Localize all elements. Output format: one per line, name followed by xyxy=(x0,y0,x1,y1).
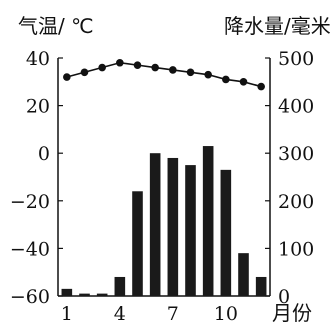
temperature-point xyxy=(63,73,71,81)
precipitation-bar xyxy=(96,293,108,296)
month-tick-label: 7 xyxy=(167,303,179,325)
precipitation-bar xyxy=(220,169,232,296)
precipitation-bar xyxy=(149,153,161,296)
temperature-point xyxy=(151,63,159,72)
precipitation-bar xyxy=(61,288,73,296)
temperature-point xyxy=(239,78,248,86)
precipitation-bar xyxy=(255,276,267,296)
temperature-tick-label: −60 xyxy=(10,286,50,308)
temperature-point xyxy=(169,66,177,74)
precipitation-tick-label: 200 xyxy=(278,191,314,213)
temperature-tick-label: 0 xyxy=(38,143,50,165)
temperature-point xyxy=(186,68,195,77)
precipitation-bar xyxy=(238,253,249,296)
precipitation-axis-title: 降水量/毫米 xyxy=(224,14,331,38)
precipitation-bar xyxy=(202,146,214,296)
month-tick-label: 1 xyxy=(61,303,73,325)
temperature-axis-title: 气温/ ℃ xyxy=(18,14,94,38)
temperature-tick-label: 20 xyxy=(26,96,50,118)
temperature-tick-label: −40 xyxy=(10,238,50,260)
temperature-point xyxy=(133,61,142,69)
temperature-line xyxy=(66,61,262,88)
temperature-tick-label: 40 xyxy=(26,48,50,70)
precipitation-bar xyxy=(167,157,179,296)
precipitation-bar xyxy=(79,293,90,296)
precipitation-tick-label: 500 xyxy=(278,48,314,70)
precipitation-tick-label: 0 xyxy=(278,286,290,308)
precipitation-bar xyxy=(132,191,143,296)
temperature-point xyxy=(116,58,124,67)
temperature-point xyxy=(257,82,265,91)
month-tick-label: 4 xyxy=(114,303,126,325)
temperature-tick-label: −20 xyxy=(10,191,50,213)
precipitation-tick-label: 100 xyxy=(278,238,314,260)
temperature-point xyxy=(98,63,106,72)
precipitation-tick-label: 400 xyxy=(278,96,314,118)
precipitation-tick-label: 300 xyxy=(278,143,314,165)
temperature-point xyxy=(204,70,212,79)
temperature-point xyxy=(80,68,89,77)
x-axis-unit: 月份 xyxy=(272,301,312,325)
precipitation-bar xyxy=(185,165,196,296)
precipitation-bar xyxy=(114,276,126,296)
temperature-point xyxy=(222,75,230,84)
month-tick-label: 10 xyxy=(214,303,238,325)
